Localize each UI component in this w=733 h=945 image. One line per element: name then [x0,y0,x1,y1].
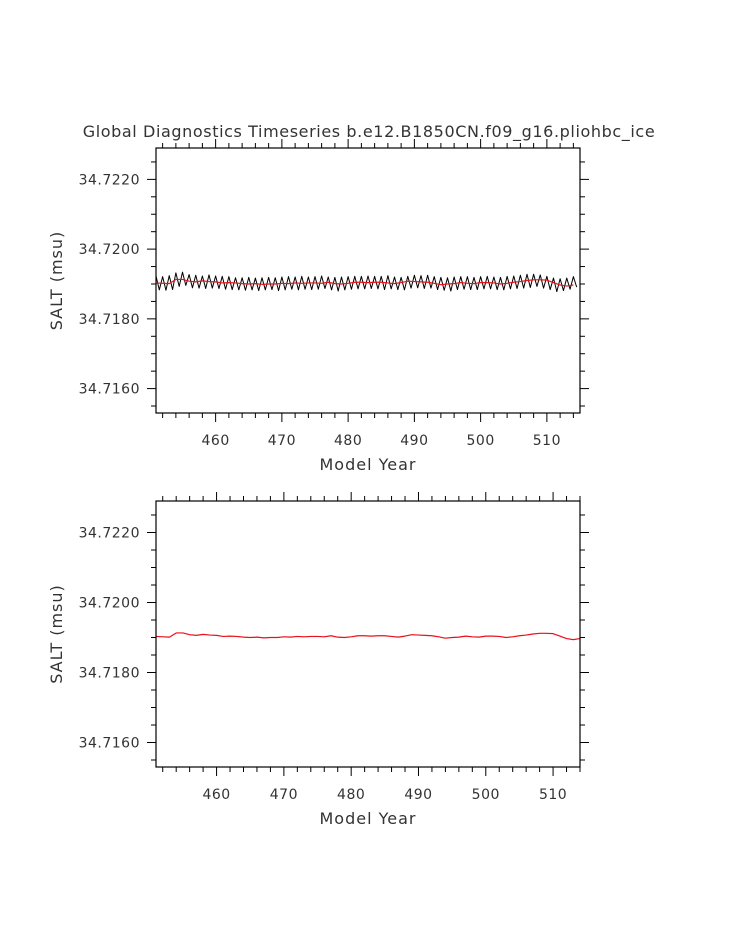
y-tick-label: 34.7220 [79,172,140,188]
x-tick-label: 490 [400,433,428,449]
smoothed-salt-series [155,632,581,641]
y-tick-label: 34.7160 [79,382,140,398]
data-series [155,271,578,293]
plot-frame [155,500,581,768]
y-tick-label: 34.7180 [79,312,140,328]
plot-frame [155,147,581,414]
x-tick-label: 470 [270,787,298,803]
chart-title: Global Diagnostics Timeseries b.e12.B185… [83,122,656,142]
x-axis-label: Model Year [320,455,417,474]
smoothed-salt-series [155,278,574,287]
x-tick-label: 510 [539,787,567,803]
y-tick-label: 34.7180 [79,666,140,682]
y-axis-label: SALT (msu) [47,231,66,331]
tick-labels: 460 470 480 490 500 510 34.7160 34.7180 34.7200 3… [79,526,567,804]
x-tick-label: 490 [404,787,432,803]
x-tick-label: 480 [337,787,365,803]
x-tick-label: 500 [467,433,495,449]
axis-ticks [147,139,589,422]
x-tick-label: 460 [202,433,230,449]
x-tick-label: 510 [533,433,561,449]
x-tick-label: 480 [334,433,362,449]
axis-ticks [147,492,589,776]
x-tick-label: 500 [472,787,500,803]
timeseries-panel-top: 460 470 480 490 500 510 34.7160 34.7180 34.7200 3… [47,139,589,474]
y-tick-label: 34.7200 [79,596,140,612]
data-series [155,632,581,641]
timeseries-panel-bottom: 460 470 480 490 500 510 34.7160 34.7180 34.7200 3… [47,492,589,828]
x-tick-label: 460 [202,787,230,803]
x-axis-label: Model Year [320,809,417,828]
y-tick-label: 34.7200 [79,242,140,258]
x-tick-label: 470 [268,433,296,449]
y-tick-label: 34.7220 [79,526,140,542]
y-tick-label: 34.7160 [79,736,140,752]
y-axis-label: SALT (msu) [47,584,66,684]
tick-labels: 460 470 480 490 500 510 34.7160 34.7180 34.7200 3… [79,172,561,449]
